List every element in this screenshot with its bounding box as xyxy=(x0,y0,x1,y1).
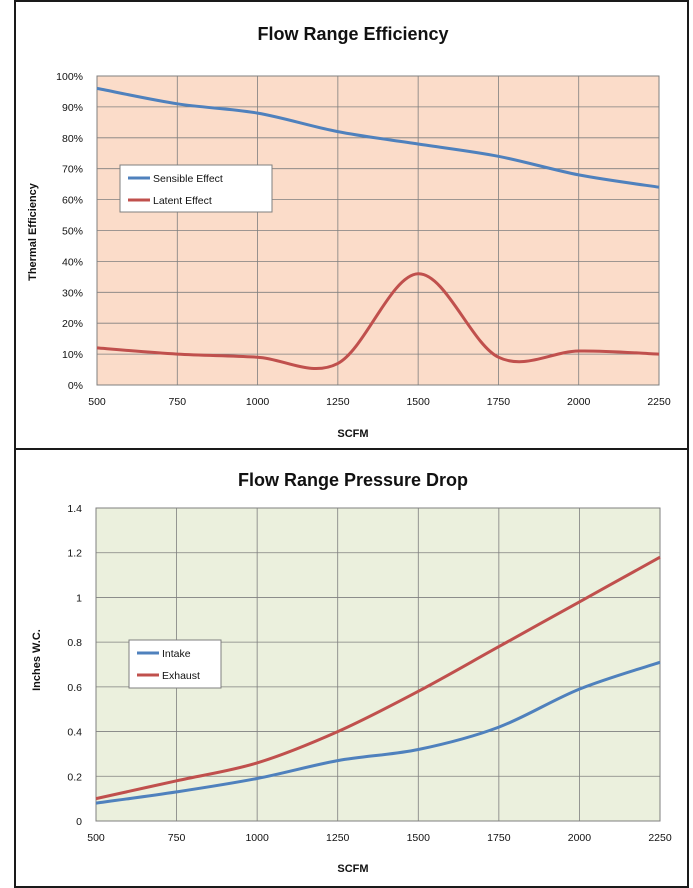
x-tick-label: 1500 xyxy=(406,396,430,408)
legend-label: Latent Effect xyxy=(153,195,212,207)
x-tick-label: 1500 xyxy=(407,832,431,844)
x-tick-label: 1750 xyxy=(487,396,511,408)
y-tick-label: 20% xyxy=(62,318,83,330)
y-tick-label: 80% xyxy=(62,133,83,145)
y-axis-label: Thermal Efficiency xyxy=(27,182,39,281)
y-tick-label: 70% xyxy=(62,164,83,176)
legend-label: Sensible Effect xyxy=(153,173,223,185)
legend-label: Intake xyxy=(162,648,191,660)
series-line-sensible-effect xyxy=(96,86,660,189)
x-tick-label: 1000 xyxy=(245,832,269,844)
y-tick-label: 1 xyxy=(76,592,82,604)
legend-label: Exhaust xyxy=(162,670,200,682)
y-tick-label: 90% xyxy=(62,102,83,114)
y-axis-label: Inches W.C. xyxy=(31,629,43,691)
y-tick-label: 40% xyxy=(62,256,83,268)
series-line-intake xyxy=(95,660,661,805)
y-tick-label: 1.2 xyxy=(67,548,82,560)
x-axis-label: SCFM xyxy=(337,428,368,440)
y-tick-label: 0.6 xyxy=(67,682,82,694)
pressure-chart: Flow Range Pressure Drop SCFM Inches W.C… xyxy=(31,470,672,875)
x-tick-label: 1750 xyxy=(487,832,511,844)
x-tick-label: 750 xyxy=(169,396,187,408)
x-tick-label: 750 xyxy=(168,832,186,844)
efficiency-chart: Flow Range Efficiency SCFM Thermal Effic… xyxy=(27,24,671,440)
x-tick-label: 2250 xyxy=(647,396,671,408)
legend-box xyxy=(119,164,273,213)
plot-border xyxy=(95,507,661,822)
chart-title: Flow Range Efficiency xyxy=(257,24,448,44)
x-tick-label: 1250 xyxy=(326,832,350,844)
x-axis-label: SCFM xyxy=(337,863,368,875)
y-tick-label: 10% xyxy=(62,349,83,361)
chart-title: Flow Range Pressure Drop xyxy=(238,470,468,490)
y-tick-label: 60% xyxy=(62,195,83,207)
y-tick-label: 0.2 xyxy=(67,771,82,783)
plot-border xyxy=(96,75,660,386)
y-tick-label: 50% xyxy=(62,226,83,238)
series-line-latent-effect xyxy=(96,272,660,370)
x-tick-label: 2250 xyxy=(648,832,672,844)
y-tick-label: 0.4 xyxy=(67,727,82,739)
pressure-chart-panel: Flow Range Pressure Drop SCFM Inches W.C… xyxy=(14,448,689,888)
efficiency-chart-panel: Flow Range Efficiency SCFM Thermal Effic… xyxy=(14,0,689,450)
y-tick-label: 0% xyxy=(68,380,83,392)
series-line-exhaust xyxy=(95,555,661,801)
y-tick-label: 0.8 xyxy=(67,637,82,649)
y-tick-label: 30% xyxy=(62,287,83,299)
legend-box xyxy=(128,639,222,689)
x-tick-label: 1000 xyxy=(246,396,270,408)
y-tick-label: 1.4 xyxy=(67,503,82,515)
y-tick-label: 100% xyxy=(56,71,83,83)
y-tick-label: 0 xyxy=(76,816,82,828)
x-tick-label: 500 xyxy=(87,832,105,844)
x-tick-label: 500 xyxy=(88,396,106,408)
x-tick-label: 2000 xyxy=(568,832,592,844)
x-tick-label: 1250 xyxy=(326,396,350,408)
x-tick-label: 2000 xyxy=(567,396,591,408)
